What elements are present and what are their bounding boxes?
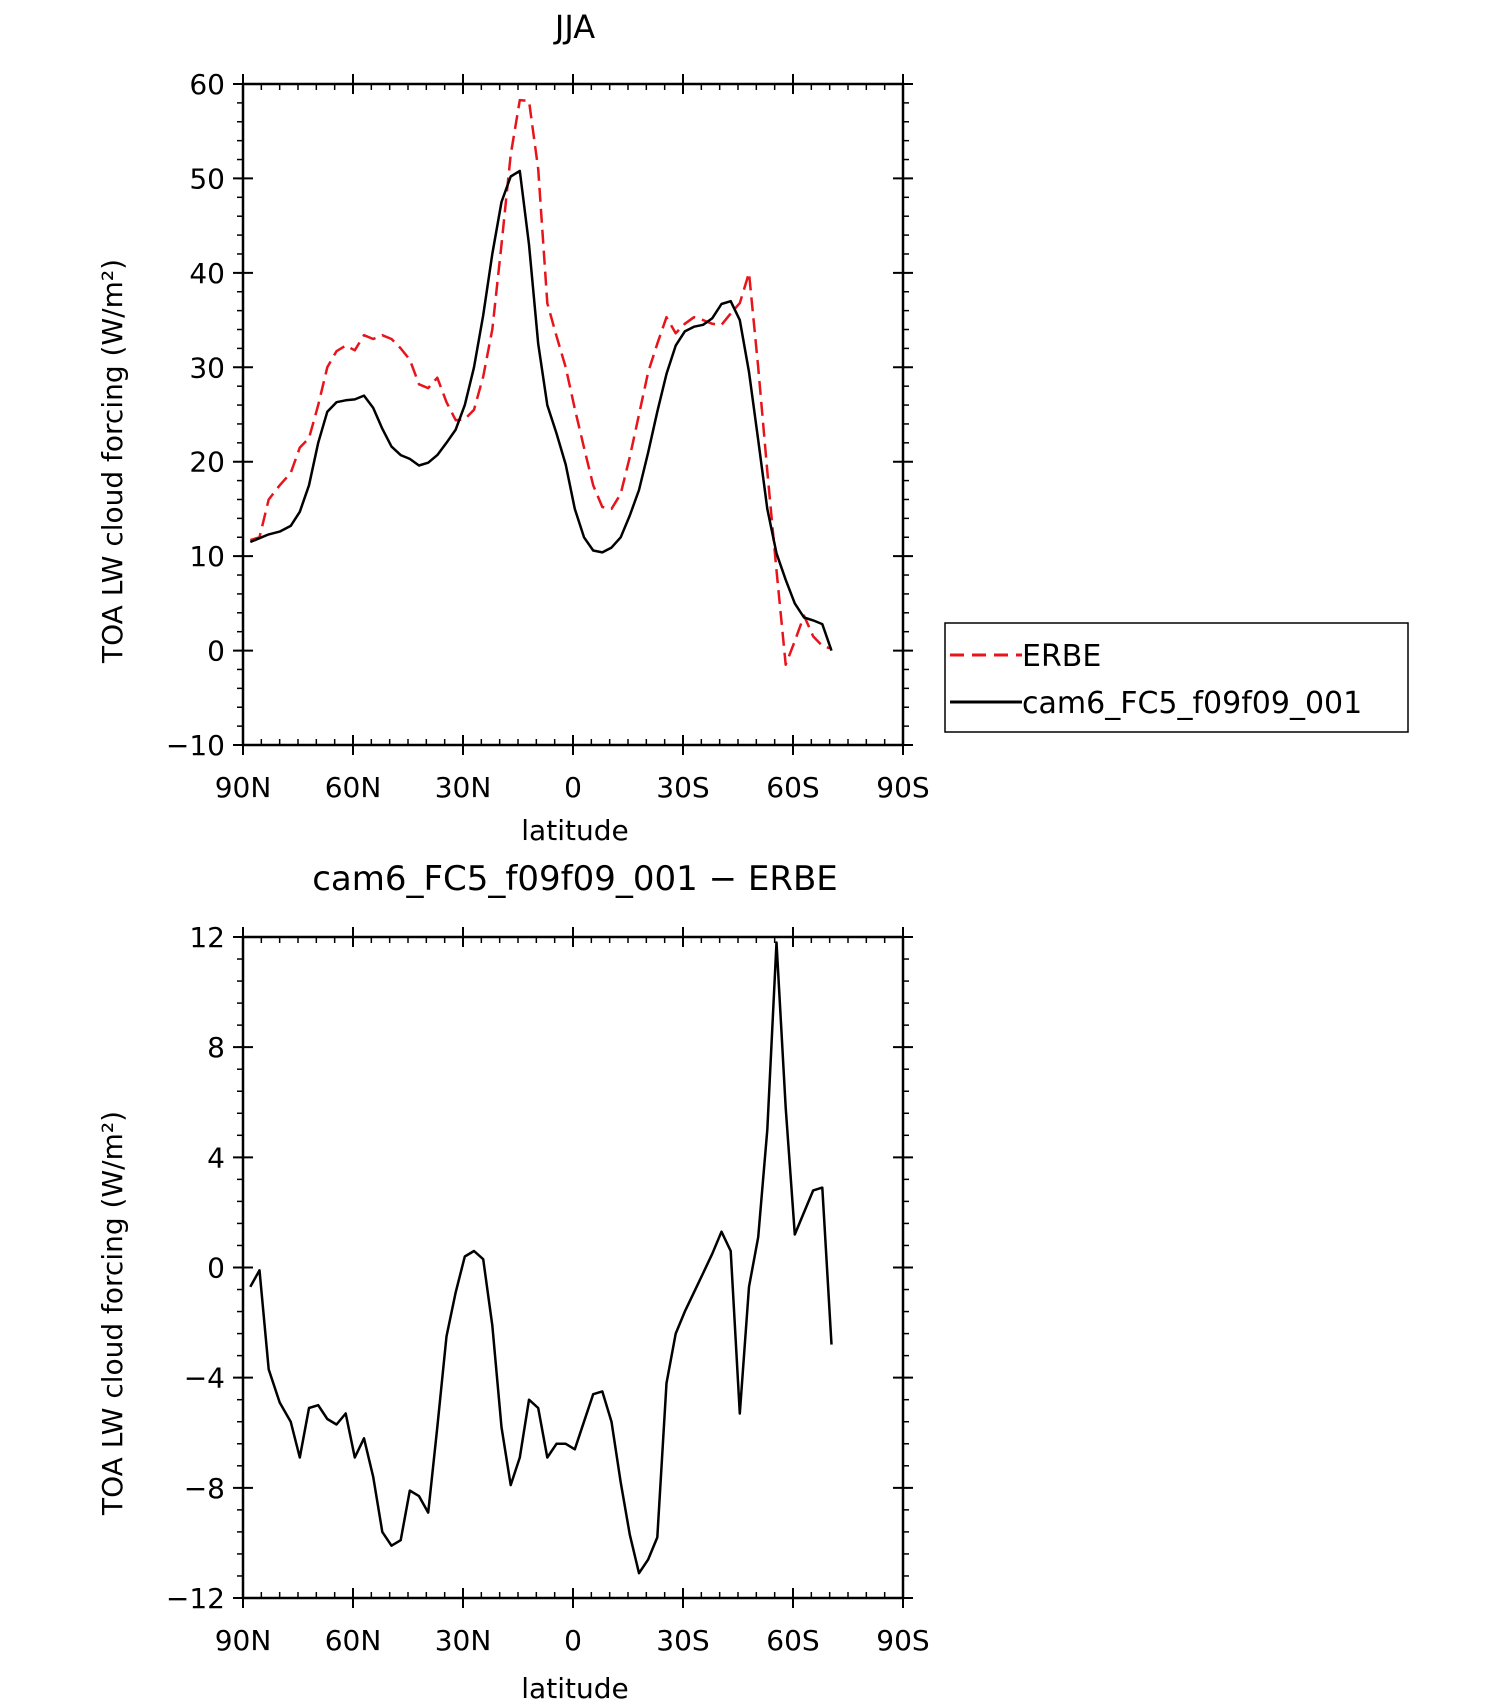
y-tick-label: −8 [184,1472,225,1505]
series-line-erbe [249,98,832,666]
x-tick-label: 30N [435,771,492,804]
y-tick-label: 20 [189,446,225,479]
y-tick-label: 0 [207,635,225,668]
y-tick-label: 50 [189,162,225,195]
x-tick-label: 90S [876,1624,929,1657]
chart-top-jja: JJA 90N 60N 30N 0 30S 60S 90S−100102030405060 … [96,8,930,847]
x-tick-label: 30N [435,1624,492,1657]
x-tick-label: 60S [766,771,819,804]
y-axis-label: TOA LW cloud forcing (W/m²) [96,259,129,664]
plot-frame [241,82,905,747]
y-tick-label: 8 [207,1031,225,1064]
chart-bottom-difference: cam6_FC5_f09f09_001 − ERBE 90N 60N 30N 0 30S… [96,859,930,1702]
x-tick-label: 90N [215,1624,272,1657]
y-tick-label: 4 [207,1141,225,1174]
legend-box [944,622,1409,733]
chart-axes: 90N 60N 30N 0 30S 60S 90S −10 0 10 20 30 40 50 60 [166,68,930,804]
y-tick-label: 0 [207,1252,225,1285]
chart-series-group [249,941,833,1575]
legend-label-erbe: ERBE [1022,639,1101,674]
y-tick-label: 30 [189,351,225,384]
legend-label-cam6: cam6_FC5_f09f09_001 [1022,686,1362,721]
x-tick-label: 90N [215,771,272,804]
chart-title: cam6_FC5_f09f09_001 − ERBE [312,859,838,899]
x-tick-label: 90S [876,771,929,804]
y-tick-label: 40 [189,257,225,290]
x-tick-label: 60N [325,771,382,804]
y-tick-label: 10 [189,540,225,573]
chart-axes: 90N 60N 30N 0 30S 60S 90S −12 −8 −4 0 4 8 12 [166,921,930,1657]
x-axis-label: latitude [521,814,628,847]
x-tick-label: 0 [564,771,582,804]
x-tick-label: 60N [325,1624,382,1657]
x-tick-label: 0 [564,1624,582,1657]
series-line-difference [249,941,833,1575]
legend: ERBE cam6_FC5_f09f09_001 [944,622,1409,733]
y-tick-label: 60 [189,68,225,101]
series-line-cam6-fc5-f09f09-001 [249,169,833,652]
y-tick-label: 12 [189,921,225,954]
plot-frame [241,935,905,1600]
y-tick-label: −10 [166,729,225,762]
x-axis-label: latitude [521,1672,628,1702]
x-tick-label: 30S [656,771,709,804]
y-tick-label: −12 [166,1582,225,1615]
chart-title: JJA [553,8,595,46]
y-tick-label: −4 [184,1362,225,1395]
y-axis-label: TOA LW cloud forcing (W/m²) [96,1111,129,1516]
chart-series-group [249,98,833,666]
x-tick-label: 30S [656,1624,709,1657]
x-tick-label: 60S [766,1624,819,1657]
